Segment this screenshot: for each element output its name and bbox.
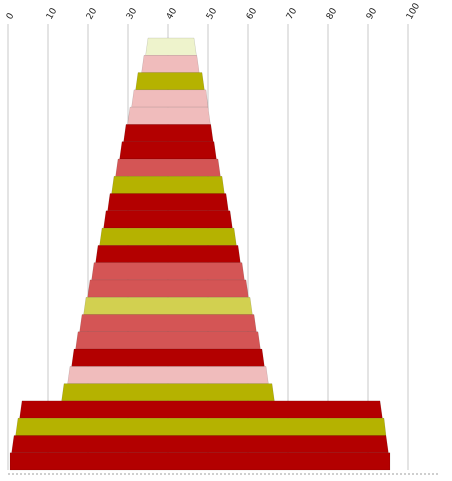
- x-tick-label-70: 70: [285, 6, 300, 21]
- funnel-bar-3: [135, 72, 205, 91]
- funnel-bar-10: [107, 193, 229, 212]
- bar-series: [9, 37, 391, 471]
- funnel-bar-23: [15, 417, 387, 436]
- x-tick-label-20: 20: [85, 6, 100, 21]
- funnel-bar-11: [103, 210, 233, 229]
- x-tick-label-90: 90: [365, 6, 380, 21]
- funnel-bar-17: [79, 314, 257, 333]
- funnel-bar-18: [75, 331, 261, 350]
- x-tick-label-100: 100: [405, 1, 422, 21]
- x-tick-label-40: 40: [165, 6, 180, 21]
- x-tick-label-60: 60: [245, 6, 260, 21]
- funnel-bar-16: [83, 296, 253, 315]
- funnel-bar-25: [9, 452, 391, 471]
- funnel-bar-9: [111, 175, 225, 194]
- funnel-bar-8: [115, 158, 221, 177]
- x-axis-ticks: 0 10 20 30 40 50 60 70 80 90 100: [5, 1, 422, 21]
- funnel-bar-12: [99, 227, 237, 246]
- funnel-bar-1: [145, 37, 197, 56]
- x-tick-label-10: 10: [45, 6, 60, 21]
- x-tick-label-50: 50: [205, 6, 220, 21]
- funnel-bar-2: [141, 55, 200, 73]
- funnel-bar-4: [131, 89, 209, 108]
- funnel-bar-5: [127, 106, 211, 125]
- funnel-bar-24: [11, 435, 389, 453]
- x-tick-label-80: 80: [325, 6, 340, 21]
- funnel-bar-22: [19, 400, 383, 419]
- funnel-bar-13: [95, 245, 241, 263]
- funnel-bar-15: [87, 279, 249, 298]
- funnel-bar-20: [67, 366, 269, 384]
- x-tick-label-30: 30: [125, 6, 140, 21]
- funnel-bar-14: [91, 262, 245, 281]
- x-tick-label-0: 0: [5, 11, 17, 21]
- funnel-bar-19: [71, 348, 265, 367]
- funnel-bar-6: [123, 124, 214, 142]
- funnel-bar-7: [119, 141, 217, 160]
- funnel-bar-21: [61, 383, 275, 402]
